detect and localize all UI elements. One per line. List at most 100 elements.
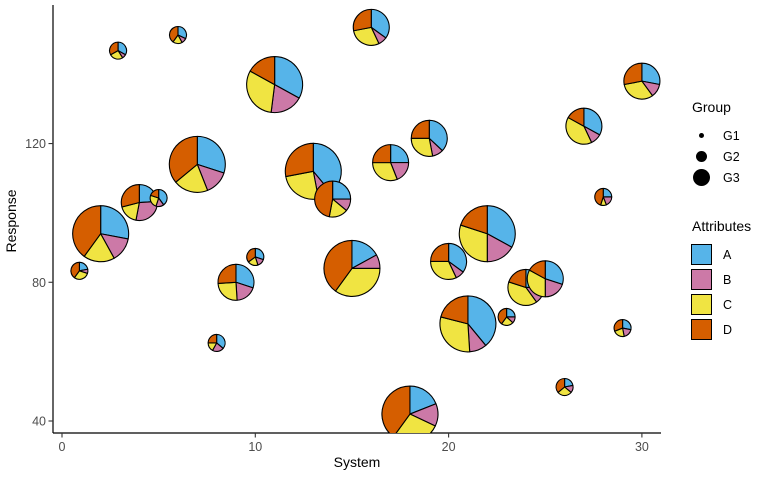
color-swatch-icon xyxy=(691,244,712,265)
pie-point-20 xyxy=(109,41,128,60)
legend-attribute-label: C xyxy=(723,297,733,312)
size-dot-icon xyxy=(693,169,710,186)
pie-slice-A xyxy=(486,205,516,248)
pie-point-17 xyxy=(430,242,468,280)
pie-slice-D xyxy=(120,183,140,208)
legend-size-item-G1: G1 xyxy=(690,125,751,146)
pie-slice-D xyxy=(217,263,237,284)
axes: 0 10 20 30 40 80 120 System Response xyxy=(3,5,661,470)
pie-slice-D xyxy=(430,242,450,263)
pie-point-3 xyxy=(72,205,130,263)
pie-point-11 xyxy=(217,263,255,301)
legend-attribute-key-icon xyxy=(690,269,713,290)
legend-attribute-key-icon xyxy=(690,319,713,340)
pie-slice-A xyxy=(235,263,255,289)
pie-slice-A xyxy=(544,260,564,285)
pie-point-10 xyxy=(120,183,158,222)
y-axis-title: Response xyxy=(3,189,19,252)
size-dot-icon xyxy=(699,133,704,138)
pie-slice-D xyxy=(150,188,160,199)
legend-attribute-label: A xyxy=(723,247,732,262)
pie-slice-D xyxy=(440,295,469,325)
pie-slice-D xyxy=(567,107,585,127)
pies-layer xyxy=(70,8,661,433)
pie-point-24 xyxy=(246,247,265,266)
x-tick-label: 0 xyxy=(59,440,66,454)
pie-point-29 xyxy=(207,333,226,353)
pie-point-15 xyxy=(623,62,661,100)
pie-slice-C xyxy=(430,260,457,280)
pie-slice-D xyxy=(508,268,527,289)
pie-slice-A xyxy=(641,62,661,86)
pie-point-26 xyxy=(497,307,516,326)
pie-slice-A xyxy=(100,205,130,240)
size-dot-icon xyxy=(696,151,707,162)
legend-size-item-G3: G3 xyxy=(690,167,751,188)
color-swatch-icon xyxy=(691,319,712,340)
pie-slice-D xyxy=(352,8,372,32)
pie-slice-C xyxy=(217,281,238,301)
legend-attribute-item-A: A xyxy=(690,242,751,267)
legend-size-key-icon xyxy=(690,169,713,186)
pie-slice-D xyxy=(323,239,353,292)
y-tick-label: 80 xyxy=(32,276,46,290)
pie-slice-A xyxy=(602,187,613,198)
pie-slice-D xyxy=(528,260,546,280)
pie-point-19 xyxy=(526,260,564,298)
pie-slice-D xyxy=(168,25,179,43)
legend-size-key-icon xyxy=(690,151,713,162)
legend-group-title: Group xyxy=(692,99,731,115)
pie-slice-C xyxy=(458,224,488,263)
pie-slice-A xyxy=(428,119,448,152)
x-tick-label: 10 xyxy=(248,440,262,454)
pie-slice-C xyxy=(507,281,538,307)
legend-attribute-label: D xyxy=(723,322,733,337)
pie-slice-D xyxy=(623,62,643,86)
pie-slice-C xyxy=(334,267,381,297)
legend-attribute-item-B: B xyxy=(690,267,751,292)
legend-attribute-label: B xyxy=(723,272,732,287)
pie-point-27 xyxy=(613,319,632,338)
pie-point-25 xyxy=(594,187,613,207)
pie-slice-A xyxy=(506,307,516,318)
pie-point-9 xyxy=(352,8,390,46)
legend-attribute-item-D: D xyxy=(690,317,751,342)
pie-slice-A xyxy=(274,56,304,99)
pie-point-16 xyxy=(565,107,603,145)
legend-attribute-key-icon xyxy=(690,244,713,265)
pie-point-6 xyxy=(323,239,381,297)
pie-slice-A xyxy=(332,180,352,200)
pie-point-12 xyxy=(314,180,352,218)
pie-point-7 xyxy=(439,295,497,353)
color-swatch-icon xyxy=(691,269,712,290)
legend-size-label: G1 xyxy=(723,128,740,143)
x-axis-title: System xyxy=(334,454,381,470)
legend-attributes-title: Attributes xyxy=(692,218,752,234)
pie-point-23 xyxy=(70,261,89,280)
pie-slice-A xyxy=(196,135,226,174)
pie-slice-C xyxy=(395,413,436,433)
pie-slice-A xyxy=(467,295,497,347)
pie-point-5 xyxy=(458,205,516,263)
pie-point-13 xyxy=(372,144,410,182)
legend-size-label: G3 xyxy=(723,170,740,185)
pie-slice-A xyxy=(390,144,410,164)
pie-slice-D xyxy=(72,205,102,257)
pie-point-14 xyxy=(410,119,448,157)
x-tick-label: 30 xyxy=(635,440,649,454)
pie-slice-D xyxy=(207,333,218,344)
pie-point-28 xyxy=(555,377,574,396)
pie-point-22 xyxy=(149,188,168,208)
pie-slice-C xyxy=(246,70,276,113)
pie-slice-C xyxy=(565,117,593,145)
legend-attribute-key-icon xyxy=(690,294,713,315)
pie-slice-D xyxy=(372,144,392,164)
pie-slice-D xyxy=(249,56,276,86)
legend-group-items: G1 G2 G3 xyxy=(690,125,751,188)
pie-slice-C xyxy=(439,316,471,353)
legend-size-label: G2 xyxy=(723,149,740,164)
color-swatch-icon xyxy=(691,294,712,315)
pie-slice-D xyxy=(410,119,430,139)
